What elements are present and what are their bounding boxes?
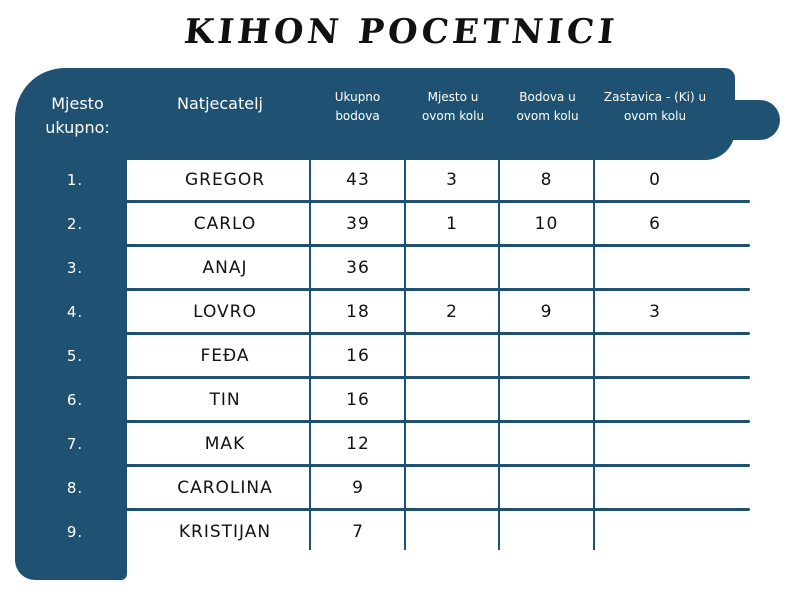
cell-place [406, 466, 498, 510]
cell-flags: 6 [649, 214, 661, 234]
cell-total: 9 [352, 478, 364, 498]
cell-name: GREGOR [184, 170, 266, 190]
cell-rank: 6. [66, 391, 84, 409]
row-divider [125, 376, 750, 379]
header-rank: Mjesto ukupno: [45, 94, 110, 137]
header-brush-band [15, 68, 735, 160]
cell-flags: 3 [649, 302, 661, 322]
cell-points [500, 246, 593, 290]
table-row: 6. TIN 16 [0, 378, 802, 422]
cell-place: 1 [446, 214, 458, 234]
cell-rank: 4. [66, 303, 84, 321]
row-divider [125, 464, 750, 467]
header-total-points: Ukupno bodova [334, 90, 381, 123]
cell-points: 8 [540, 170, 553, 190]
cell-points [500, 334, 593, 378]
cell-rank: 5. [66, 347, 84, 365]
cell-points: 10 [534, 214, 559, 234]
cell-total: 7 [352, 522, 364, 542]
table-row: 7. MAK 12 [0, 422, 802, 466]
cell-total: 43 [346, 170, 370, 190]
cell-place: 2 [446, 302, 458, 322]
table-row: 8. CAROLINA 9 [0, 466, 802, 510]
cell-name: CARLO [193, 214, 257, 234]
column-divider [593, 150, 595, 550]
column-divider [498, 150, 500, 550]
cell-place [406, 334, 498, 378]
cell-total: 16 [346, 346, 370, 366]
cell-place [406, 422, 498, 466]
table-row: 9. KRISTIJAN 7 [0, 510, 802, 554]
cell-flags [595, 378, 715, 422]
header-round-points: Bodova u ovom kolu [516, 90, 579, 123]
column-divider [309, 150, 311, 550]
row-divider [125, 200, 750, 203]
cell-place [406, 378, 498, 422]
cell-flags [595, 510, 715, 554]
cell-points [500, 466, 593, 510]
table-row: 3. ANAJ 36 [0, 246, 802, 290]
table-row: 5. FEĐA 16 [0, 334, 802, 378]
table-row: 2. CARLO 39 1 10 6 [0, 202, 802, 246]
rank-column-brush [15, 150, 127, 580]
header-round-flags: Zastavica - (Ki) u ovom kolu [603, 90, 707, 123]
cell-place: 3 [446, 170, 458, 190]
cell-points [500, 378, 593, 422]
row-divider [125, 332, 750, 335]
cell-flags: 0 [649, 170, 661, 190]
row-divider [125, 244, 750, 247]
header-competitor: Natjecatelj [177, 94, 263, 113]
cell-rank: 9. [66, 523, 84, 541]
cell-name: TIN [209, 390, 241, 410]
cell-flags [595, 422, 715, 466]
cell-total: 12 [346, 434, 370, 454]
cell-place [406, 510, 498, 554]
cell-name: ANAJ [202, 258, 248, 278]
page-title: KIHON POCETNICI [182, 12, 620, 52]
cell-rank: 7. [66, 435, 84, 453]
cell-name: CAROLINA [177, 478, 273, 498]
column-divider [404, 150, 406, 550]
table-row: 4. LOVRO 18 2 9 3 [0, 290, 802, 334]
cell-name: KRISTIJAN [178, 522, 272, 542]
cell-total: 36 [346, 258, 370, 278]
cell-flags [595, 246, 715, 290]
cell-flags [595, 334, 715, 378]
cell-total: 16 [346, 390, 370, 410]
row-divider [125, 420, 750, 423]
cell-total: 39 [346, 214, 370, 234]
cell-rank: 2. [66, 215, 84, 233]
row-divider [125, 508, 750, 511]
header-brush-tail [680, 100, 780, 140]
cell-points [500, 422, 593, 466]
header-round-place: Mjesto u ovom kolu [421, 90, 485, 123]
cell-name: MAK [204, 434, 246, 454]
cell-name: FEĐA [200, 346, 250, 366]
cell-rank: 3. [66, 259, 84, 277]
cell-points [500, 510, 593, 554]
cell-name: LOVRO [193, 302, 257, 322]
row-divider [125, 288, 750, 291]
cell-points: 9 [540, 302, 553, 322]
cell-total: 18 [346, 302, 370, 322]
cell-flags [595, 466, 715, 510]
cell-rank: 8. [66, 479, 84, 497]
cell-rank: 1. [66, 171, 84, 189]
table-row: 1. GREGOR 43 3 8 0 [0, 158, 802, 202]
cell-place [406, 246, 498, 290]
